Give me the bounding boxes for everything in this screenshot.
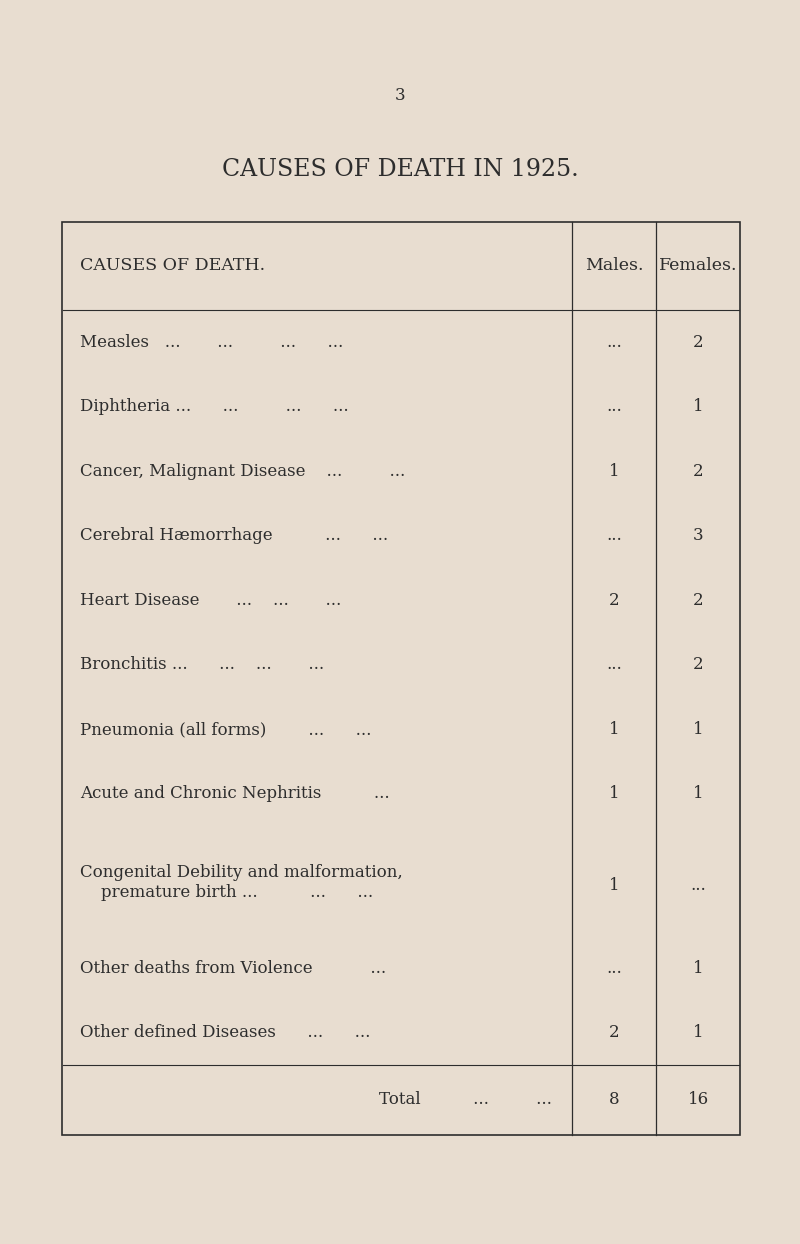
Text: Females.: Females. [658,258,738,275]
Text: CAUSES OF DEATH IN 1925.: CAUSES OF DEATH IN 1925. [222,158,578,182]
Text: Bronchitis ...      ...    ...       ...: Bronchitis ... ... ... ... [80,657,324,673]
Text: 1: 1 [609,722,619,738]
Text: 2: 2 [609,592,619,608]
Text: premature birth ...          ...      ...: premature birth ... ... ... [80,883,373,901]
Text: 3: 3 [394,87,406,103]
Text: CAUSES OF DEATH.: CAUSES OF DEATH. [80,258,265,275]
Text: Acute and Chronic Nephritis          ...: Acute and Chronic Nephritis ... [80,785,390,802]
Text: 1: 1 [693,722,703,738]
Text: 1: 1 [693,398,703,415]
Text: 2: 2 [693,657,703,673]
Text: 1: 1 [609,785,619,802]
Text: ...: ... [606,959,622,977]
Text: 1: 1 [693,1024,703,1041]
Text: 1: 1 [609,463,619,480]
Text: ...: ... [690,877,706,893]
Text: 1: 1 [693,959,703,977]
Text: Diphtheria ...      ...         ...      ...: Diphtheria ... ... ... ... [80,398,349,415]
Text: 2: 2 [693,333,703,351]
Text: Measles   ...       ...         ...      ...: Measles ... ... ... ... [80,333,343,351]
Text: ...: ... [606,398,622,415]
Text: Cerebral Hæmorrhage          ...      ...: Cerebral Hæmorrhage ... ... [80,527,388,545]
Text: Other defined Diseases      ...      ...: Other defined Diseases ... ... [80,1024,370,1041]
Text: 3: 3 [693,527,703,545]
Text: Pneumonia (all forms)        ...      ...: Pneumonia (all forms) ... ... [80,722,371,738]
Text: 1: 1 [609,877,619,893]
Text: Total          ...         ...: Total ... ... [379,1091,552,1108]
Bar [62,221,740,1135]
Text: 2: 2 [609,1024,619,1041]
Text: Heart Disease       ...    ...       ...: Heart Disease ... ... ... [80,592,342,608]
Text: 16: 16 [687,1091,709,1108]
Text: Males.: Males. [585,258,643,275]
Text: ...: ... [606,333,622,351]
Text: ...: ... [606,527,622,545]
Text: Cancer, Malignant Disease    ...         ...: Cancer, Malignant Disease ... ... [80,463,406,480]
Text: Congenital Debility and malformation,: Congenital Debility and malformation, [80,863,402,881]
Text: Other deaths from Violence           ...: Other deaths from Violence ... [80,959,386,977]
Text: 1: 1 [693,785,703,802]
Text: ...: ... [606,657,622,673]
Text: 2: 2 [693,463,703,480]
Text: 8: 8 [609,1091,619,1108]
Text: 2: 2 [693,592,703,608]
